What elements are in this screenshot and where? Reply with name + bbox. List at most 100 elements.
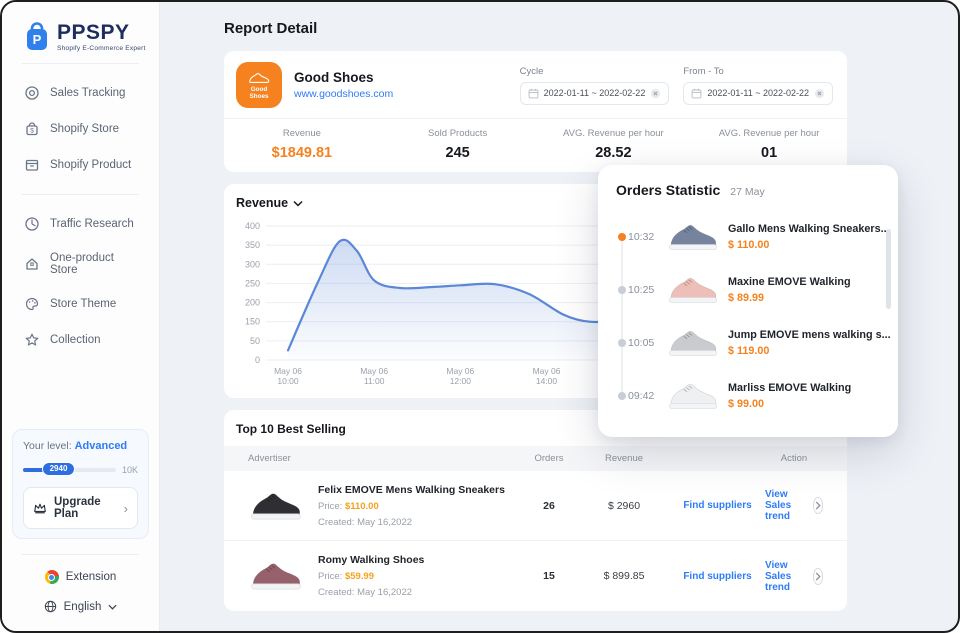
sidebar-item-sales-tracking[interactable]: Sales Tracking <box>2 75 159 111</box>
order-item[interactable]: 10:05 Jump EMOVE mens walking s... $ 119… <box>616 316 891 369</box>
order-time: 09:42 <box>628 389 655 402</box>
stat-revenue: Revenue $1849.81 <box>271 128 333 161</box>
sidebar-item-label: One-product Store <box>50 252 114 276</box>
col-revenue: Revenue <box>604 453 644 464</box>
product-image <box>248 486 304 526</box>
sidebar-item-label: Traffic Research <box>50 218 134 230</box>
timeline-dot <box>618 391 626 400</box>
level-label: Your level: Advanced <box>23 440 128 452</box>
sidebar-item-shopify-store[interactable]: $ Shopify Store <box>2 111 159 147</box>
sidebar-item-one-product-store[interactable]: One-product Store <box>2 242 159 286</box>
timeline-dot <box>618 285 626 294</box>
sidebar-item-label: Sales Tracking <box>50 87 126 99</box>
view-sales-trend-link[interactable]: View Sales trend <box>765 559 792 593</box>
order-product-image <box>666 271 720 309</box>
revenue-value: $ 2960 <box>607 499 641 512</box>
sidebar-item-traffic-research[interactable]: Traffic Research <box>2 206 159 242</box>
store-stats-row: Revenue $1849.81 Sold Products 245 AVG. … <box>224 118 847 172</box>
brand-logo[interactable]: P PPSPY Shopify E-Commerce Expert <box>2 18 159 52</box>
order-item[interactable]: 09:42 Marliss EMOVE Walking $ 99.00 <box>616 369 882 422</box>
sidebar-item-store-theme[interactable]: Store Theme <box>2 286 159 322</box>
clear-icon[interactable] <box>814 88 825 99</box>
extension-button[interactable]: Extension <box>44 570 116 584</box>
find-suppliers-link[interactable]: Find suppliers <box>683 570 752 582</box>
chevron-right-icon: › <box>123 500 128 516</box>
svg-text:0: 0 <box>255 355 260 365</box>
svg-text:50: 50 <box>250 336 260 346</box>
cycle-label: Cycle <box>519 65 544 77</box>
sidebar-item-shopify-product[interactable]: Shopify Product <box>2 147 159 183</box>
order-product-image <box>666 324 720 362</box>
sidebar-item-label: Store Theme <box>50 298 117 310</box>
order-product-image <box>666 377 720 415</box>
chrome-icon <box>44 570 59 584</box>
svg-text:10:00: 10:00 <box>277 376 299 386</box>
orders-statistic-panel: Orders Statistic 27 May 10:32 Gallo Mens… <box>598 165 898 437</box>
order-item[interactable]: 10:25 Maxine EMOVE Walking $ 89.99 <box>616 263 882 316</box>
clear-icon[interactable] <box>650 88 661 99</box>
order-time: 10:05 <box>628 336 655 349</box>
product-price: $110.00 <box>344 500 379 512</box>
svg-text:11:00: 11:00 <box>364 376 385 386</box>
sidebar-item-label: Shopify Store <box>50 123 120 135</box>
orders-timeline: 10:32 Gallo Mens Walking Sneakers... $ 1… <box>616 210 891 422</box>
store-avatar: Good Shoes <box>236 62 282 108</box>
level-card: Your level: Advanced 2940 10K Upgrade Pl… <box>12 429 149 539</box>
crown-icon <box>34 503 46 514</box>
order-product-name: Gallo Mens Walking Sneakers... <box>728 222 890 235</box>
level-progress-max: 10K <box>121 465 138 475</box>
svg-text:150: 150 <box>245 317 260 327</box>
view-sales-trend-link[interactable]: View Sales trend <box>765 489 792 522</box>
table-row: Romy Walking Shoes Price: $59.99 Created… <box>224 541 847 611</box>
stat-avg-revenue-2: AVG. Revenue per hour 01 <box>718 128 820 161</box>
sidebar: P PPSPY Shopify E-Commerce Expert Sales … <box>2 2 160 631</box>
fromto-date-range-input[interactable]: 2022-01-11 ~ 2022-02-22 <box>683 81 833 105</box>
level-value: Advanced <box>74 440 128 452</box>
product-created-date: May 16,2022 <box>357 587 413 598</box>
best-selling-card: Top 10 Best Selling Advertiser Orders Re… <box>224 410 847 611</box>
store-name: Good Shoes <box>294 70 374 85</box>
orders-statistic-date: 27 May <box>730 186 765 198</box>
calendar-icon <box>691 88 702 99</box>
shoe-outline-icon <box>246 71 272 86</box>
traffic-clock-icon <box>25 217 39 231</box>
scrollbar-thumb[interactable] <box>886 229 891 309</box>
orders-count: 26 <box>543 499 555 512</box>
sidebar-item-label: Shopify Product <box>50 159 132 171</box>
target-icon <box>25 86 39 100</box>
sidebar-item-collection[interactable]: Collection <box>2 322 159 358</box>
level-progress-badge: 2940 <box>41 462 76 476</box>
shopping-bag-logo-icon: P <box>27 22 47 50</box>
order-item[interactable]: 10:32 Gallo Mens Walking Sneakers... $ 1… <box>616 210 890 263</box>
order-price: $ 99.00 <box>728 397 765 410</box>
product-name: Felix EMOVE Mens Walking Sneakers <box>318 483 505 496</box>
chevron-down-icon <box>108 604 117 610</box>
order-product-image <box>666 218 720 256</box>
upgrade-plan-label: Upgrade Plan <box>54 496 101 520</box>
table-header: Advertiser Orders Revenue Action <box>224 446 847 471</box>
language-selector[interactable]: English <box>44 600 118 613</box>
sidebar-divider <box>22 63 139 64</box>
svg-text:200: 200 <box>245 298 260 308</box>
store-url-link[interactable]: www.goodshoes.com <box>294 88 394 100</box>
cycle-date-range-input[interactable]: 2022-01-11 ~ 2022-02-22 <box>519 81 670 105</box>
col-action: Action <box>780 453 808 464</box>
find-suppliers-link[interactable]: Find suppliers <box>683 500 752 511</box>
svg-text:14:00: 14:00 <box>536 376 558 386</box>
product-price: $59.99 <box>344 571 374 582</box>
col-advertiser: Advertiser <box>248 453 291 464</box>
store-bag-icon: $ <box>26 122 38 136</box>
svg-text:P: P <box>33 32 42 47</box>
chevron-right-icon <box>815 571 821 581</box>
page-title: Report Detail <box>224 20 318 37</box>
svg-text:May 06: May 06 <box>274 366 302 376</box>
chart-metric-selector[interactable]: Revenue <box>236 196 835 210</box>
order-product-name: Jump EMOVE mens walking s... <box>728 328 891 341</box>
row-expand-button[interactable] <box>813 567 823 585</box>
row-expand-button[interactable] <box>813 497 823 514</box>
brand-name: PPSPY <box>57 21 130 44</box>
upgrade-plan-button[interactable]: Upgrade Plan › <box>23 487 138 529</box>
order-price: $ 89.99 <box>728 291 765 304</box>
svg-text:$: $ <box>30 127 34 134</box>
